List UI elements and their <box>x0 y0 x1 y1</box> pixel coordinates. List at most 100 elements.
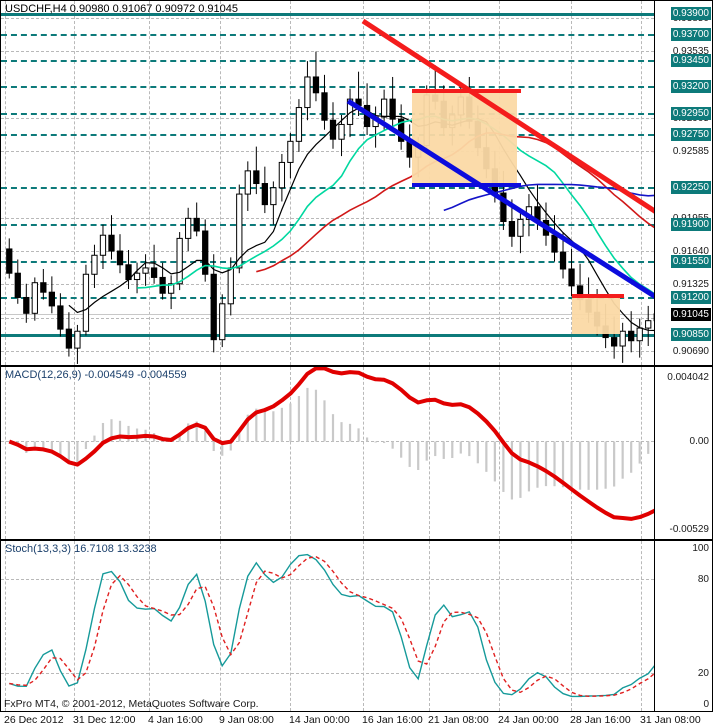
time-axis-label: 14 Jan 00:00 <box>289 714 350 726</box>
stochastic-scale-label: 20 <box>695 666 711 680</box>
red-downtrend-line[interactable] <box>361 18 675 226</box>
vertical-gridline <box>499 367 500 539</box>
price-level-label[interactable]: 0.91550 <box>670 254 711 268</box>
price-level-label[interactable]: 0.93450 <box>670 54 711 68</box>
support-resistance-line[interactable] <box>1 297 654 300</box>
support-resistance-line[interactable] <box>1 186 654 189</box>
stochastic-scale-label: 80 <box>695 573 711 587</box>
copyright-notice: FxPro MT4, © 2001-2012, MetaQuotes Softw… <box>4 698 259 710</box>
price-level-label[interactable]: 0.93900 <box>670 6 711 20</box>
price-gridline <box>1 151 654 153</box>
vertical-gridline <box>5 367 6 539</box>
macd-scale-label: 0.00 <box>687 435 711 449</box>
price-level-label[interactable]: 0.92250 <box>670 180 711 194</box>
macd-series <box>8 367 658 521</box>
ma-fast-line <box>137 115 658 296</box>
vertical-gridline <box>74 541 75 711</box>
vertical-gridline <box>571 541 572 711</box>
macd-panel-title: MACD(12,26,9) -0.004549 -0.004559 <box>5 369 187 381</box>
vertical-gridline <box>5 541 6 711</box>
price-level-label[interactable]: 0.91200 <box>670 291 711 305</box>
stochastic-series <box>9 553 658 698</box>
time-axis-label: 4 Jan 16:00 <box>148 714 203 726</box>
price-plot-area[interactable] <box>1 1 712 365</box>
vertical-gridline <box>571 1 572 365</box>
price-level-label[interactable]: 0.93700 <box>670 27 711 41</box>
vertical-gridline <box>641 1 642 365</box>
support-resistance-line[interactable] <box>1 260 654 263</box>
vertical-gridline <box>290 367 291 539</box>
stochastic-d-line <box>9 555 658 698</box>
price-gridline-label: 0.92585 <box>670 145 711 159</box>
vertical-gridline <box>641 367 642 539</box>
macd-axis[interactable]: 0.004042 0.00 -0.00529 <box>654 367 712 539</box>
stochastic-panel[interactable]: 100 80 20 0 Stoch(13,3,3) 16.7108 13.3238 <box>0 540 713 712</box>
vertical-gridline <box>363 367 364 539</box>
price-level-label[interactable]: 0.92750 <box>670 127 711 141</box>
macd-main-line <box>8 367 658 521</box>
time-axis-label: 31 Jan 08:00 <box>640 714 701 726</box>
vertical-gridline <box>641 541 642 711</box>
price-gridline <box>1 251 654 253</box>
vertical-gridline <box>5 1 6 365</box>
stochastic-k-line <box>9 553 658 698</box>
time-axis-label: 9 Jan 08:00 <box>219 714 274 726</box>
price-level-label[interactable]: 0.92950 <box>670 106 711 120</box>
stochastic-axis[interactable]: 100 80 20 0 <box>654 541 712 711</box>
time-axis-label: 21 Jan 08:00 <box>428 714 489 726</box>
support-resistance-line[interactable] <box>1 60 654 63</box>
vertical-gridline <box>149 1 150 365</box>
time-axis-label: 24 Jan 00:00 <box>498 714 559 726</box>
price-level-label[interactable]: 0.90850 <box>670 328 711 342</box>
macd-scale-label: 0.004042 <box>665 371 711 384</box>
macd-zero-line <box>1 441 654 443</box>
stochastic-scale-label: 0 <box>701 698 711 711</box>
vertical-gridline <box>290 1 291 365</box>
vertical-gridline <box>429 541 430 711</box>
time-axis-label: 31 Dec 12:00 <box>73 714 136 726</box>
vertical-gridline <box>149 541 150 711</box>
price-axis[interactable]: 0.938500.935350.929050.925850.919550.916… <box>654 1 712 365</box>
upper-consolidation-zone-lower-boundary[interactable] <box>412 183 521 188</box>
support-resistance-line[interactable] <box>1 86 654 89</box>
time-axis-label: 26 Dec 2012 <box>4 714 64 726</box>
blue-downtrend-line[interactable] <box>346 98 675 311</box>
price-level-label[interactable]: 0.93200 <box>670 80 711 94</box>
stochastic-level-line <box>1 579 654 581</box>
support-resistance-line[interactable] <box>1 33 654 36</box>
vertical-gridline <box>74 367 75 539</box>
macd-plot-area[interactable] <box>1 367 712 539</box>
price-panel-title: USDCHF,H4 0.90980 0.91067 0.90972 0.9104… <box>5 3 239 15</box>
vertical-gridline <box>149 367 150 539</box>
stochastic-level-line <box>1 672 654 674</box>
vertical-gridline <box>363 1 364 365</box>
time-axis-label: 16 Jan 16:00 <box>362 714 423 726</box>
price-gridline <box>1 284 654 286</box>
vertical-gridline <box>363 541 364 711</box>
stochastic-scale-label: 100 <box>690 542 711 555</box>
upper-consolidation-zone[interactable] <box>412 90 517 186</box>
current-price-label[interactable]: 0.91045 <box>670 307 711 321</box>
lower-consolidation-zone-upper-boundary[interactable] <box>572 293 624 298</box>
support-resistance-line[interactable] <box>1 334 654 338</box>
support-resistance-line[interactable] <box>1 12 654 16</box>
trendline-layer[interactable] <box>1 1 712 365</box>
price-chart-panel[interactable]: 0.938500.935350.929050.925850.919550.916… <box>0 0 713 366</box>
time-axis[interactable]: 26 Dec 2012 31 Dec 12:00 4 Jan 16:00 9 Jan … <box>0 712 713 728</box>
vertical-gridline <box>290 541 291 711</box>
stochastic-panel-title: Stoch(13,3,3) 16.7108 13.3238 <box>5 543 157 555</box>
support-resistance-line[interactable] <box>1 133 654 136</box>
macd-panel[interactable]: 0.004042 0.00 -0.00529 MACD(12,26,9) -0.00… <box>0 366 713 540</box>
price-level-label[interactable]: 0.91900 <box>670 217 711 231</box>
price-gridline <box>1 351 654 353</box>
vertical-gridline <box>220 1 221 365</box>
lower-consolidation-zone[interactable] <box>572 295 620 334</box>
price-gridline <box>1 217 654 219</box>
price-gridline <box>1 317 654 319</box>
vertical-gridline <box>499 541 500 711</box>
macd-scale-label: -0.00529 <box>667 523 711 536</box>
price-gridline <box>1 51 654 53</box>
price-gridline <box>1 17 654 19</box>
stochastic-plot-area[interactable] <box>1 541 712 711</box>
